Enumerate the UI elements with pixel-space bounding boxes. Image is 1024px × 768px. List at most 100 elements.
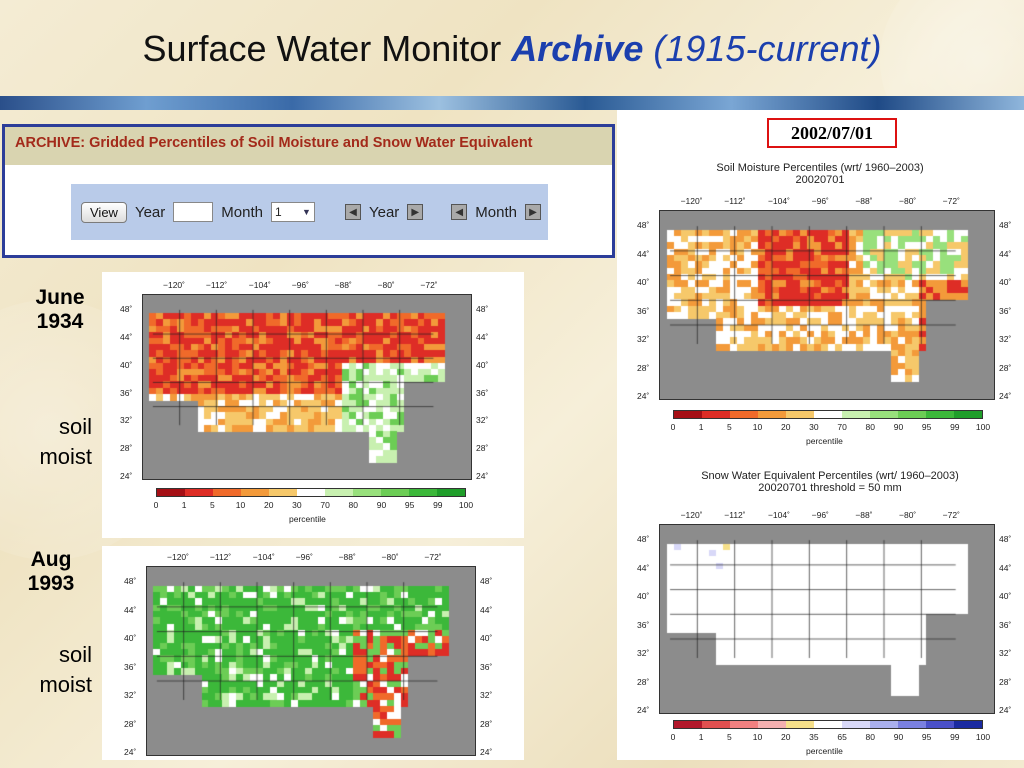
legend-swatch — [353, 489, 381, 496]
lon-tick-label: −96˚ — [291, 280, 309, 290]
legend-value: 0 — [670, 422, 676, 432]
lon-tick-label: −120˚ — [680, 510, 703, 520]
lon-tick-label: −80˚ — [381, 552, 399, 562]
legend-swatch — [954, 411, 982, 418]
month-select[interactable]: 1 ▼ — [270, 202, 315, 222]
lat-tick-label: 36˚ — [480, 661, 493, 672]
legend-swatch — [730, 721, 758, 728]
legend-value: 0 — [153, 500, 159, 510]
lat-tick-label: 28˚ — [999, 676, 1012, 687]
lat-tick-label: 48˚ — [999, 220, 1012, 231]
lat-tick-label: 40˚ — [120, 359, 133, 370]
map-panel-june-1934: −120˚ −112˚ −104˚ −96˚ −88˚ −80˚ −72˚ 48˚ 48˚ 44˚… — [102, 272, 524, 538]
map-frame — [142, 294, 472, 480]
lat-tick-label: 44˚ — [476, 331, 489, 342]
legend-value: 65 — [837, 732, 847, 742]
lon-tick-label: −96˚ — [811, 510, 829, 520]
legend-swatch — [157, 489, 185, 496]
lat-tick-label: 24˚ — [476, 471, 489, 482]
next-year-icon[interactable]: ▶ — [407, 204, 424, 220]
lon-tick-label: −120˚ — [167, 552, 189, 562]
legend-swatch — [898, 411, 926, 418]
lat-tick-label: 48˚ — [124, 576, 137, 587]
legend-swatch — [870, 721, 898, 728]
lon-tick-label: −104˚ — [767, 510, 790, 520]
archive-panel: ARCHIVE: Gridded Percentiles of Soil Moi… — [2, 124, 615, 258]
lat-tick-label: 48˚ — [120, 303, 133, 314]
lon-tick-label: −104˚ — [248, 280, 271, 290]
lat-tick-label: 48˚ — [637, 220, 650, 231]
lat-tick-label: 32˚ — [999, 648, 1012, 659]
lat-tick-label: 28˚ — [476, 443, 489, 454]
legend-swatch — [241, 489, 269, 496]
soil-moisture-map-title: Soil Moisture Percentiles (wrt/ 1960–200… — [660, 162, 980, 186]
legend-swatch — [325, 489, 353, 496]
lat-tick-label: 28˚ — [120, 443, 133, 454]
lat-tick-label: 40˚ — [999, 591, 1012, 602]
lon-tick-label: −112˚ — [209, 552, 232, 562]
lon-tick-label: −72˚ — [420, 280, 438, 290]
legend-value: 100 — [458, 500, 474, 510]
lon-tick-label: −104˚ — [767, 196, 790, 206]
year-input[interactable] — [173, 202, 214, 222]
next-month-icon[interactable]: ▶ — [524, 204, 541, 220]
lat-tick-label: 40˚ — [637, 591, 650, 602]
legend-value: 20 — [780, 732, 791, 742]
legend-bar — [673, 410, 983, 419]
prev-month-icon[interactable]: ◀ — [451, 204, 468, 220]
lat-tick-label: 48˚ — [637, 534, 650, 545]
lat-tick-label: 44˚ — [637, 562, 650, 573]
lat-tick-label: 24˚ — [999, 391, 1012, 402]
view-button[interactable]: View — [81, 201, 127, 223]
legend-swatch — [842, 411, 870, 418]
legend-value: 5 — [726, 732, 732, 742]
label-soil: soil — [58, 642, 92, 667]
map-panel-soil-moisture-2002: −120˚ −112˚ −104˚ −96˚ −88˚ −80˚ −72˚ 48˚ 48˚ 44˚… — [625, 196, 1023, 452]
lat-tick-label: 28˚ — [124, 718, 137, 729]
legend-swatch — [898, 721, 926, 728]
legend-value: 5 — [726, 422, 732, 432]
legend-swatch — [674, 411, 702, 418]
month-label: Month — [221, 203, 263, 221]
legend-value: 99 — [433, 500, 443, 510]
label-moist: moist — [39, 672, 92, 697]
lon-tick-label: −88˚ — [855, 196, 873, 206]
lat-tick-label: 36˚ — [476, 387, 489, 398]
prev-year-icon[interactable]: ◀ — [344, 204, 361, 220]
lon-tick-label: −112˚ — [724, 510, 746, 520]
title-range: (1915-current) — [643, 28, 882, 69]
label-aug-1993: Aug 1993 — [18, 548, 84, 596]
map-grid — [660, 211, 994, 399]
lat-tick-label: 48˚ — [480, 576, 493, 587]
lat-tick-label: 40˚ — [999, 277, 1012, 288]
legend-value: 20 — [780, 422, 791, 432]
lat-tick-label: 40˚ — [637, 277, 650, 288]
lon-tick-label: −112˚ — [205, 280, 228, 290]
legend-swatch — [926, 721, 954, 728]
date-box: 2002/07/01 — [767, 118, 897, 148]
lat-tick-label: 44˚ — [999, 562, 1012, 573]
legend-value: 1 — [698, 732, 704, 742]
label-aug: Aug — [30, 548, 72, 571]
lat-tick-label: 24˚ — [480, 747, 493, 758]
title-main: Surface Water Monitor — [142, 28, 512, 69]
legend-values: 0 1 5 10 20 30 70 80 90 95 99 100 — [670, 422, 990, 434]
legend-swatch — [409, 489, 437, 496]
lon-tick-label: −120˚ — [680, 196, 703, 206]
lon-tick-label: −88˚ — [855, 510, 873, 520]
legend-label: percentile — [806, 436, 843, 446]
lat-tick-label: 36˚ — [999, 305, 1012, 316]
lat-tick-label: 48˚ — [476, 303, 489, 314]
lat-tick-label: 32˚ — [637, 648, 650, 659]
step-year-label: Year — [368, 203, 400, 221]
lat-tick-label: 28˚ — [637, 362, 650, 373]
lat-tick-label: 48˚ — [999, 534, 1012, 545]
legend-swatch — [954, 721, 982, 728]
legend-value: 99 — [950, 732, 960, 742]
lat-tick-label: 44˚ — [999, 248, 1012, 259]
label-soil: soil — [58, 414, 92, 439]
legend-swatch — [786, 411, 814, 418]
archive-heading: ARCHIVE: Gridded Percentiles of Soil Moi… — [5, 127, 612, 165]
step-month-label: Month — [475, 203, 517, 221]
legend-value: 1 — [698, 422, 704, 432]
